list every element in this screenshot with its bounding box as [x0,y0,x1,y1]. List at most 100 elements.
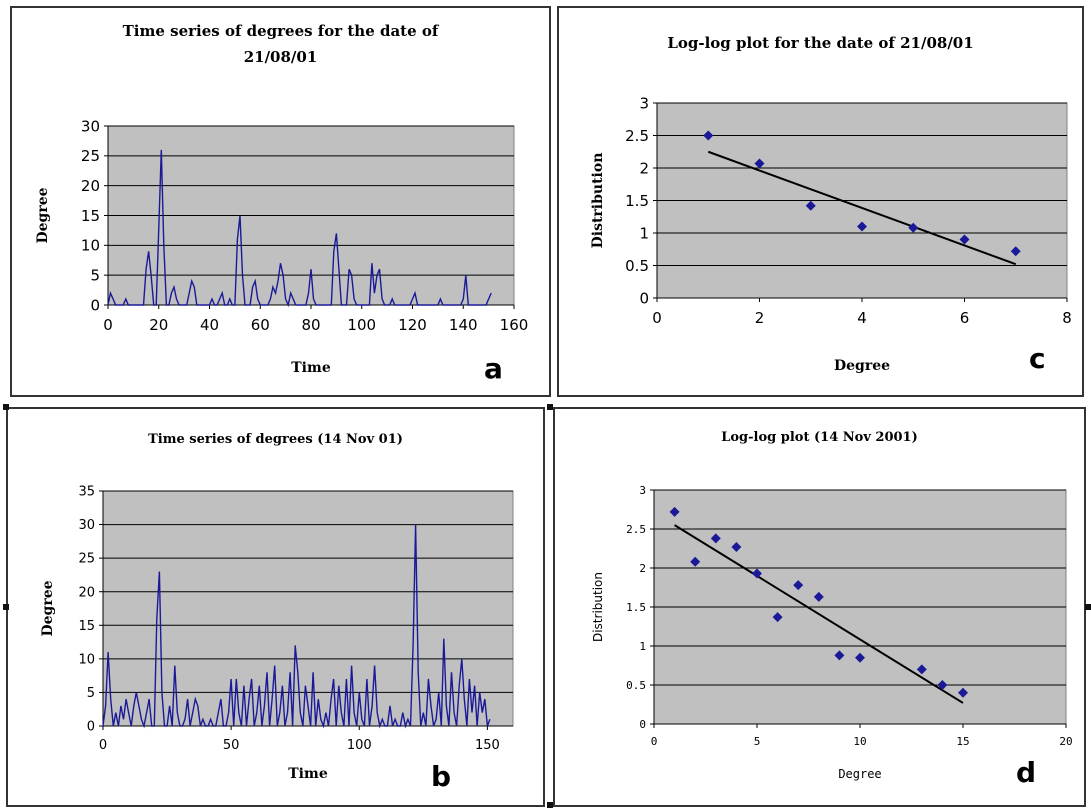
x-axis-label: Time [288,766,328,782]
data-point [793,580,804,591]
y-tick-label: 0.5 [626,679,646,692]
chart-title: Log-log plot for the date of 21/08/01 [667,34,973,52]
x-tick-label: 120 [398,316,427,334]
selection-handle[interactable] [547,404,553,410]
y-tick-label: 10 [78,652,95,667]
data-point [805,200,816,211]
x-tick-label: 10 [853,735,866,748]
data-point [916,664,927,675]
data-point [731,541,742,552]
chart-panel-c: Log-log plot for the date of 21/08/01 0 0.… [557,6,1084,397]
y-tick-label: 1.5 [625,192,649,210]
y-tick-label: 2 [639,159,649,177]
chart-svg: Time series of degrees (14 Nov 01) 0 5 10 15… [40,432,514,793]
y-tick-label: 30 [78,518,95,533]
x-tick-label: 40 [200,316,219,334]
x-tick-label: 140 [449,316,478,334]
x-tick-label: 150 [475,738,500,753]
data-point [855,652,865,663]
data-point [813,591,824,602]
x-tick-label: 8 [1062,309,1072,327]
chart-title: 21/08/01 [244,48,318,66]
data-point [752,568,762,579]
data-point [710,533,721,544]
chart-svg: Time series of degrees for the date of 21… [35,22,529,385]
selection-handle[interactable] [3,404,9,410]
y-axis-label: Distribution [590,153,606,249]
y-tick-label: 2.5 [625,127,649,145]
chart-title: Time series of degrees (14 Nov 01) [148,432,403,447]
panel-letter: b [431,760,451,793]
chart-svg: Log-log plot (14 Nov 2001) 0 0.5 1 1.5 2 2.5 3 0… [591,430,1073,789]
data-point [754,158,765,169]
x-tick-label: 0 [99,738,107,753]
x-axis-label: Degree [834,358,890,374]
data-point [908,222,919,233]
y-tick-label: 0 [87,720,95,735]
y-tick-label: 2.5 [626,523,646,536]
data-point [937,680,948,690]
selection-handle[interactable] [547,802,553,808]
data-point [959,234,970,245]
y-tick-label: 35 [78,485,95,500]
trend-line [707,150,1017,266]
selection-handle[interactable] [3,604,9,610]
x-tick-label: 160 [500,316,529,334]
y-tick-label: 15 [78,619,95,634]
x-tick-label: 5 [754,735,761,748]
panel-letter: c [1029,342,1046,375]
y-tick-label: 20 [78,585,95,600]
chart-panel-d: Log-log plot (14 Nov 2001) 0 0.5 1 1.5 2 2.5 3 0… [553,407,1086,807]
x-tick-label: 0 [651,735,658,748]
y-tick-label: 1 [639,640,646,653]
x-tick-label: 20 [149,316,168,334]
chart-svg: Log-log plot for the date of 21/08/01 0 0.… [590,34,1072,375]
series-line [102,524,491,729]
x-tick-label: 4 [857,309,867,327]
chart-panel-a: Time series of degrees for the date of 21… [10,6,551,397]
x-tick-label: 2 [755,309,765,327]
data-point [703,130,714,141]
y-tick-label: 0.5 [625,257,649,275]
data-point [669,506,680,517]
data-point [772,612,783,623]
chart-title: Time series of degrees for the date of [123,22,440,40]
y-tick-label: 30 [81,117,100,135]
y-tick-label: 5 [87,686,95,701]
x-tick-label: 60 [251,316,270,334]
y-axis-label: Distribution [591,572,605,642]
selection-handle[interactable] [1085,604,1091,610]
y-tick-label: 20 [81,177,100,195]
x-tick-label: 15 [956,735,969,748]
data-point [958,687,968,698]
y-tick-label: 2 [639,562,646,575]
data-point [834,650,845,661]
x-axis-label: Degree [838,767,881,781]
y-tick-label: 15 [81,207,100,225]
panel-letter: a [484,352,503,385]
y-tick-label: 1.5 [626,601,646,614]
x-tick-label: 100 [347,738,372,753]
data-point [1010,246,1021,257]
y-tick-label: 3 [639,94,649,112]
y-tick-label: 0 [639,718,646,731]
panel-letter: d [1016,756,1036,789]
y-tick-label: 3 [639,484,646,497]
y-tick-label: 10 [81,237,100,255]
y-tick-label: 0 [90,296,100,314]
x-tick-label: 0 [652,309,662,327]
y-axis-label: Degree [40,580,56,636]
x-tick-label: 0 [103,316,113,334]
trend-line [674,524,964,704]
x-tick-label: 20 [1059,735,1072,748]
x-tick-label: 6 [960,309,970,327]
y-tick-label: 25 [78,552,95,567]
x-axis-label: Time [291,360,331,376]
y-tick-label: 1 [639,224,649,242]
chart-panel-b: Time series of degrees (14 Nov 01) 0 5 10 15… [6,407,545,807]
plot-area [102,490,514,727]
chart-title: Log-log plot (14 Nov 2001) [721,430,918,445]
y-axis-label: Degree [35,187,51,243]
x-tick-label: 50 [223,738,240,753]
data-point [690,556,701,567]
